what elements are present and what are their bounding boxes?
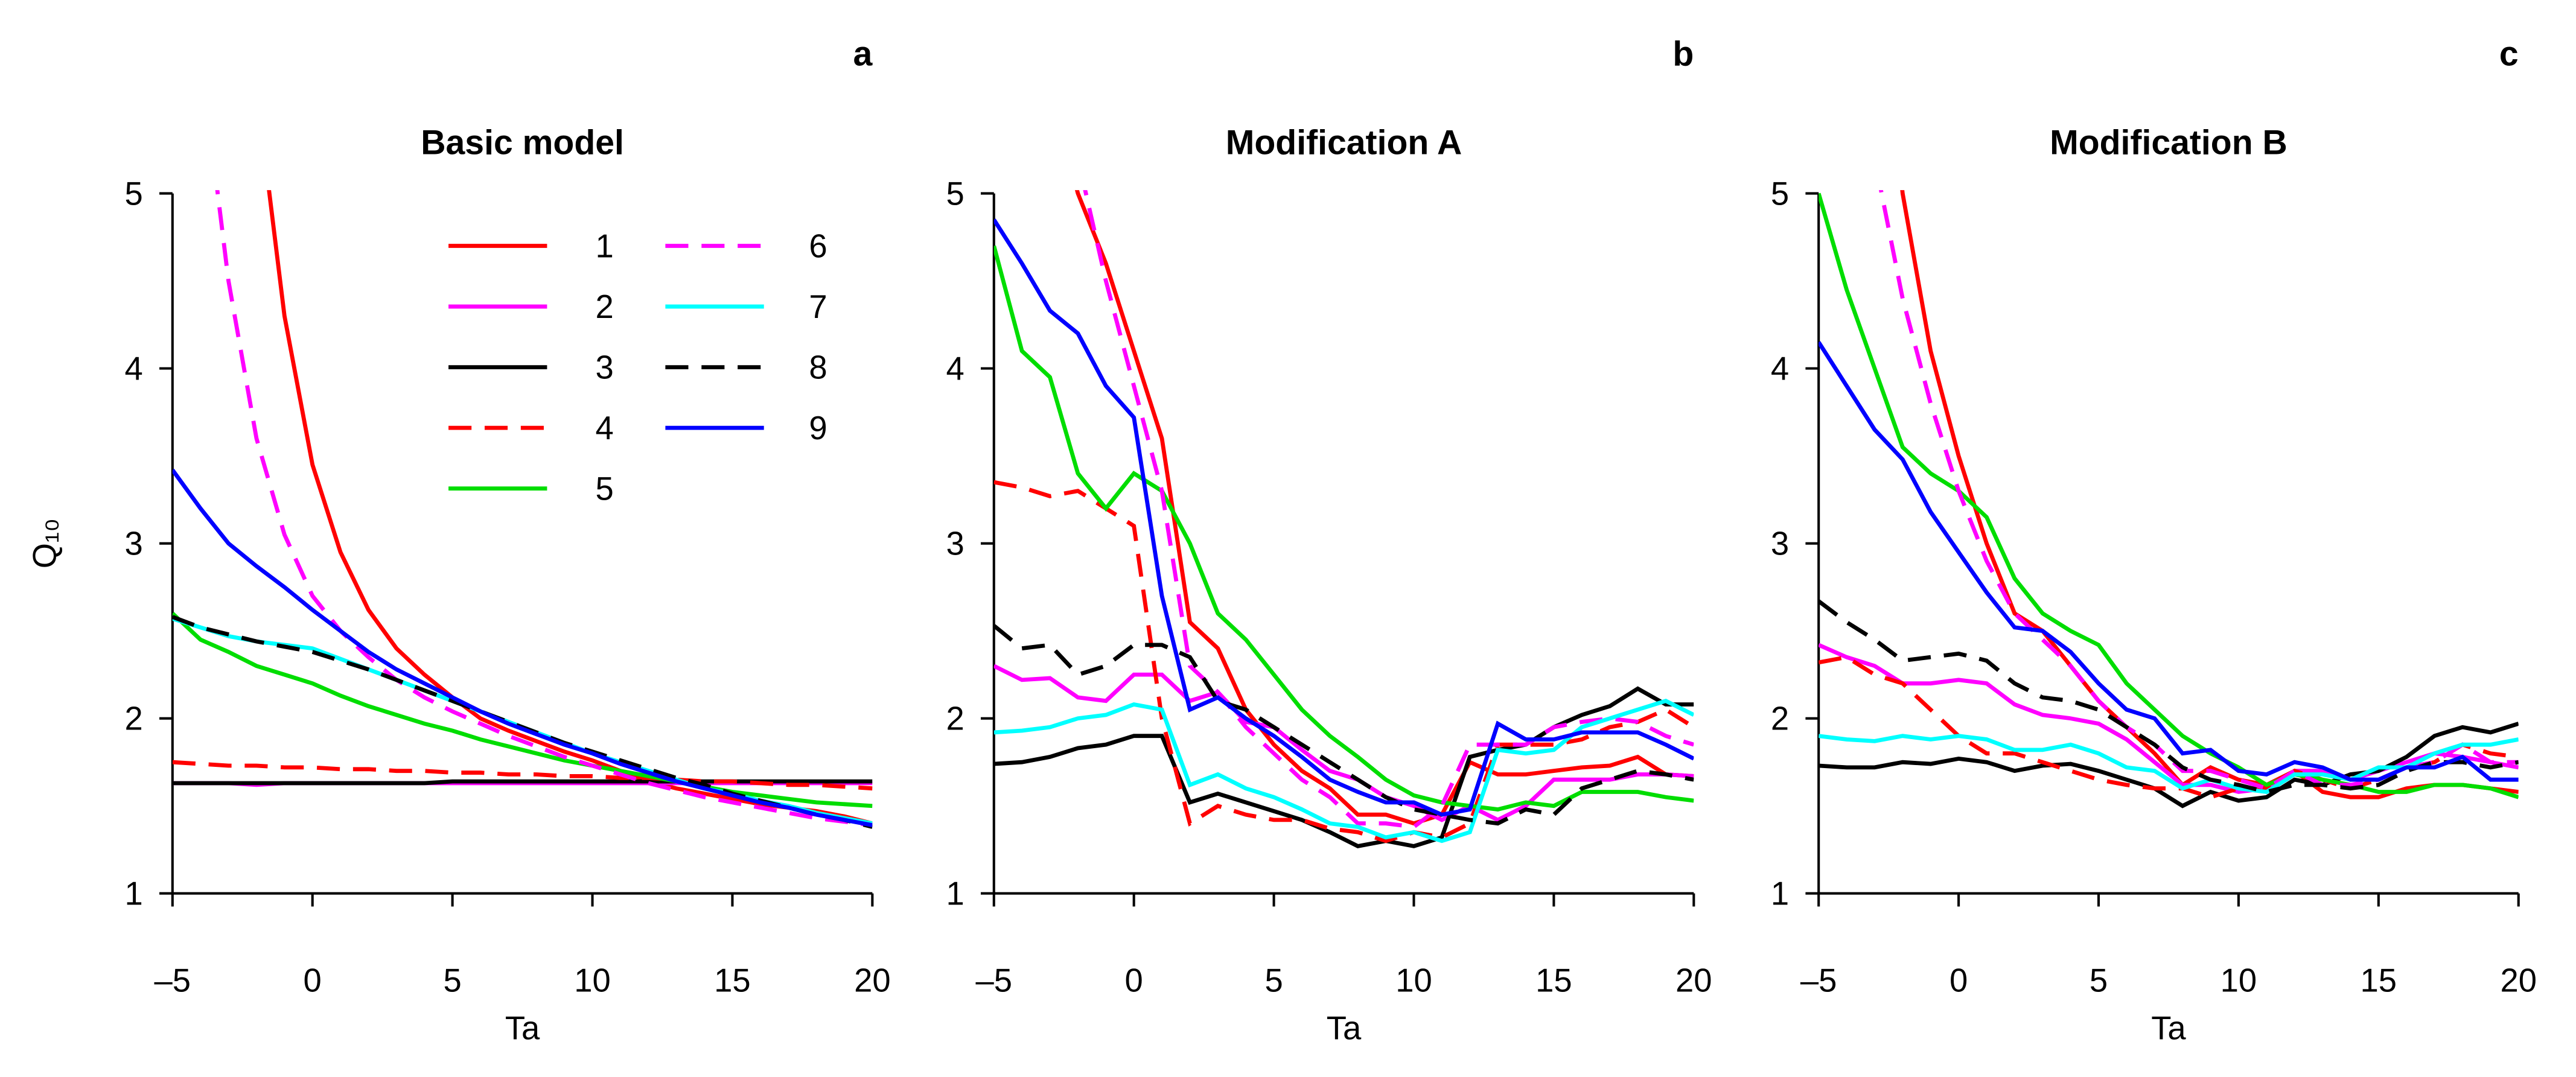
y-tick-label: 4 xyxy=(1771,351,1789,387)
legend-label: 4 xyxy=(596,410,614,446)
panel-letter: a xyxy=(853,35,873,74)
series-line xyxy=(1074,190,1694,826)
plot-area xyxy=(172,190,873,829)
plot-area xyxy=(1819,190,2519,809)
series-line xyxy=(1900,190,2519,799)
series-line xyxy=(172,760,873,791)
x-tick-label: 15 xyxy=(1535,962,1572,999)
panel-title: Modification A xyxy=(1226,123,1462,162)
series-line xyxy=(172,617,873,826)
panel-letter: b xyxy=(1672,35,1694,74)
series-line xyxy=(1083,190,1694,830)
y-tick-label: 3 xyxy=(1771,526,1789,562)
x-tick-label: 5 xyxy=(2090,962,2108,999)
plot-area xyxy=(993,190,1694,848)
x-axis-label: Ta xyxy=(1327,1010,1362,1047)
series-line xyxy=(1819,643,2519,794)
panel-title: Basic model xyxy=(421,123,624,162)
y-tick-label: 4 xyxy=(125,351,143,387)
legend-label: 2 xyxy=(596,288,614,325)
legend-label: 5 xyxy=(596,471,614,507)
x-tick-label: 0 xyxy=(1950,962,1968,999)
y-tick-label: 2 xyxy=(946,701,964,737)
series-line xyxy=(1819,192,2519,799)
y-tick-label: 1 xyxy=(946,875,964,912)
x-tick-label: –5 xyxy=(1800,962,1837,999)
series-line xyxy=(993,699,1694,843)
panel-letter: c xyxy=(2499,35,2519,74)
x-tick-label: 5 xyxy=(1264,962,1283,999)
y-tick-label: 4 xyxy=(946,351,964,387)
series-line xyxy=(1819,722,2519,809)
y-tick-label: 2 xyxy=(125,701,143,737)
series-line xyxy=(215,190,873,827)
x-axis-label: Ta xyxy=(505,1010,540,1047)
series-line xyxy=(172,612,873,809)
x-tick-label: –5 xyxy=(976,962,1013,999)
x-tick-label: 20 xyxy=(1675,962,1712,999)
y-tick-label: 5 xyxy=(1771,176,1789,212)
legend-label: 9 xyxy=(809,410,827,446)
x-tick-label: 10 xyxy=(1395,962,1432,999)
x-tick-label: 20 xyxy=(854,962,891,999)
y-tick-label: 3 xyxy=(946,526,964,562)
series-line xyxy=(993,480,1694,843)
x-tick-label: 5 xyxy=(443,962,461,999)
y-tick-label: 5 xyxy=(125,176,143,212)
legend-label: 1 xyxy=(596,228,614,265)
series-line xyxy=(993,245,1694,812)
x-tick-label: 10 xyxy=(574,962,611,999)
series-line xyxy=(993,664,1694,822)
series-line xyxy=(993,218,1694,817)
y-tick-label: 1 xyxy=(1771,875,1789,912)
series-line xyxy=(1878,190,2519,791)
y-tick-label: 2 xyxy=(1771,701,1789,737)
series-line xyxy=(172,468,873,827)
legend-label: 8 xyxy=(809,349,827,386)
y-tick-label: 1 xyxy=(125,875,143,912)
legend-label: 7 xyxy=(809,288,827,325)
legend-label: 3 xyxy=(596,349,614,386)
y-tick-label: 5 xyxy=(946,176,964,212)
x-tick-label: 20 xyxy=(2500,962,2537,999)
x-tick-label: 15 xyxy=(714,962,751,999)
x-tick-label: 15 xyxy=(2361,962,2397,999)
x-tick-label: –5 xyxy=(155,962,191,999)
x-tick-label: 10 xyxy=(2221,962,2257,999)
x-axis-label: Ta xyxy=(2151,1010,2186,1047)
x-tick-label: 0 xyxy=(1125,962,1143,999)
panel-title: Modification B xyxy=(2050,123,2287,162)
x-tick-label: 0 xyxy=(304,962,322,999)
y-axis-label: Q₁₀ xyxy=(27,518,63,568)
series-line xyxy=(1819,341,2519,782)
legend-label: 6 xyxy=(809,228,827,265)
series-line xyxy=(993,686,1694,848)
y-tick-label: 3 xyxy=(125,526,143,562)
